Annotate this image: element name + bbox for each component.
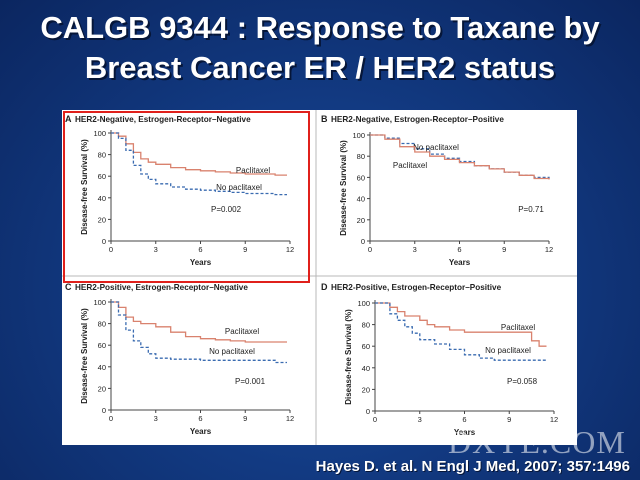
panel-d-paclitaxel-label: Paclitaxel: [501, 323, 535, 332]
panel-a-paclitaxel-curve: [111, 132, 287, 176]
panel-b-letter: B: [321, 114, 328, 124]
panel-b-pvalue: P=0.71: [518, 205, 544, 214]
panel-d-no-paclitaxel-label: No paclitaxel: [485, 346, 531, 355]
panel-c-xtick-label: 12: [286, 414, 294, 423]
panel-c-no-paclitaxel-curve: [111, 301, 287, 364]
panel-b-no-paclitaxel-label: No paclitaxel: [413, 143, 459, 152]
panel-d-ytick-label: 0: [366, 407, 370, 416]
panel-b-ytick-label: 0: [361, 237, 365, 246]
panel-d: D HER2-Positive, Estrogen-Receptor–Positi…: [321, 282, 558, 437]
panel-d-ytick-label: 60: [362, 342, 370, 351]
panel-d-xtick-label: 0: [373, 415, 377, 424]
panel-c-paclitaxel-curve: [111, 301, 287, 343]
panel-a-ytick-label: 60: [98, 172, 106, 181]
panel-a-title: HER2-Negative, Estrogen-Receptor–Negativ…: [75, 115, 251, 124]
panel-b-no-paclitaxel-curve: [370, 134, 550, 180]
panel-b-xlabel: Years: [449, 258, 471, 267]
panel-a-xtick-label: 0: [109, 245, 113, 254]
panel-a: A HER2-Negative, Estrogen-Receptor–Negati…: [65, 114, 294, 267]
panel-d-xtick-label: 9: [507, 415, 511, 424]
panel-c-ytick-label: 0: [102, 406, 106, 415]
panel-d-ytick-label: 20: [362, 385, 370, 394]
panel-c-no-paclitaxel-label: No paclitaxel: [209, 347, 255, 356]
slide-title: CALGB 9344 : Response to Taxane by Breas…: [0, 8, 640, 88]
panel-d-no-paclitaxel-curve: [375, 302, 547, 361]
panel-b-ytick-label: 40: [357, 195, 365, 204]
panel-d-letter: D: [321, 282, 328, 292]
panel-d-ylabel: Disease-free Survival (%): [344, 309, 353, 405]
panel-b-xtick-label: 9: [502, 245, 506, 254]
panel-a-paclitaxel-label: Paclitaxel: [236, 166, 270, 175]
panel-d-xlabel: Years: [454, 428, 476, 437]
panel-b-ylabel: Disease-free Survival (%): [339, 140, 348, 236]
panel-a-no-paclitaxel-curve: [111, 132, 287, 196]
panel-a-ytick-label: 100: [93, 129, 106, 138]
panel-d-xtick-label: 6: [462, 415, 466, 424]
panel-b: B HER2-Negative, Estrogen-Receptor–Positi…: [321, 114, 553, 267]
panel-c-pvalue: P=0.001: [235, 377, 266, 386]
panel-b-paclitaxel-label: Paclitaxel: [393, 161, 427, 170]
panel-b-ytick-label: 80: [357, 152, 365, 161]
panel-d-pvalue: P=0.058: [507, 377, 538, 386]
panel-c-letter: C: [65, 282, 72, 292]
panel-c-title: HER2-Positive, Estrogen-Receptor–Negativ…: [75, 283, 248, 292]
panel-b-ytick-label: 20: [357, 216, 365, 225]
panel-a-ylabel: Disease-free Survival (%): [80, 139, 89, 235]
panel-c-ytick-label: 60: [98, 341, 106, 350]
panel-c-ytick-label: 80: [98, 320, 106, 329]
panel-a-xtick-label: 3: [154, 245, 158, 254]
kaplan-meier-figure: A HER2-Negative, Estrogen-Receptor–Negati…: [62, 110, 577, 445]
panel-b-xtick-label: 6: [457, 245, 461, 254]
kaplan-meier-svg: A HER2-Negative, Estrogen-Receptor–Negati…: [62, 110, 577, 445]
panel-a-ytick-label: 20: [98, 215, 106, 224]
panel-c-ylabel: Disease-free Survival (%): [80, 308, 89, 404]
panel-c: C HER2-Positive, Estrogen-Receptor–Negati…: [65, 282, 294, 436]
panel-a-ytick-label: 40: [98, 194, 106, 203]
panel-b-paclitaxel-curve: [370, 134, 550, 180]
panel-b-title: HER2-Negative, Estrogen-Receptor–Positiv…: [331, 115, 504, 124]
citation: Hayes D. et al. N Engl J Med, 2007; 357:…: [315, 458, 630, 475]
panel-c-ytick-label: 100: [93, 298, 106, 307]
slide-title-line2: Breast Cancer ER / HER2 status: [84, 50, 556, 85]
panel-a-xtick-label: 6: [198, 245, 202, 254]
panel-c-xtick-label: 9: [243, 414, 247, 423]
panel-c-xtick-label: 0: [109, 414, 113, 423]
panel-c-paclitaxel-label: Paclitaxel: [225, 327, 259, 336]
panel-d-xtick-label: 3: [418, 415, 422, 424]
panel-a-ytick-label: 0: [102, 237, 106, 246]
panel-a-letter: A: [65, 114, 72, 124]
panel-a-xtick-label: 12: [286, 245, 294, 254]
panel-a-xtick-label: 9: [243, 245, 247, 254]
watermark: DXYE.COM: [448, 424, 626, 460]
panel-a-no-paclitaxel-label: No paclitaxel: [216, 183, 262, 192]
panel-d-ytick-label: 80: [362, 321, 370, 330]
panel-b-xtick-label: 3: [413, 245, 417, 254]
panel-d-paclitaxel-curve: [375, 302, 547, 347]
panel-a-xlabel: Years: [190, 258, 212, 267]
panel-c-ytick-label: 40: [98, 363, 106, 372]
panel-d-ytick-label: 40: [362, 364, 370, 373]
panel-a-pvalue: P=0.002: [211, 205, 242, 214]
panel-c-ytick-label: 20: [98, 384, 106, 393]
slide-title-line1: CALGB 9344 : Response to Taxane by: [40, 10, 600, 45]
panel-b-xtick-label: 12: [545, 245, 553, 254]
panel-d-title: HER2-Positive, Estrogen-Receptor–Positiv…: [331, 283, 502, 292]
panel-c-xlabel: Years: [190, 427, 212, 436]
panel-b-ytick-label: 60: [357, 173, 365, 182]
panel-b-ytick-label: 100: [352, 131, 365, 140]
panel-c-xtick-label: 6: [198, 414, 202, 423]
panel-a-ytick-label: 80: [98, 151, 106, 160]
panel-b-xtick-label: 0: [368, 245, 372, 254]
panel-d-xtick-label: 12: [550, 415, 558, 424]
panel-c-xtick-label: 3: [154, 414, 158, 423]
panel-d-ytick-label: 100: [357, 299, 370, 308]
